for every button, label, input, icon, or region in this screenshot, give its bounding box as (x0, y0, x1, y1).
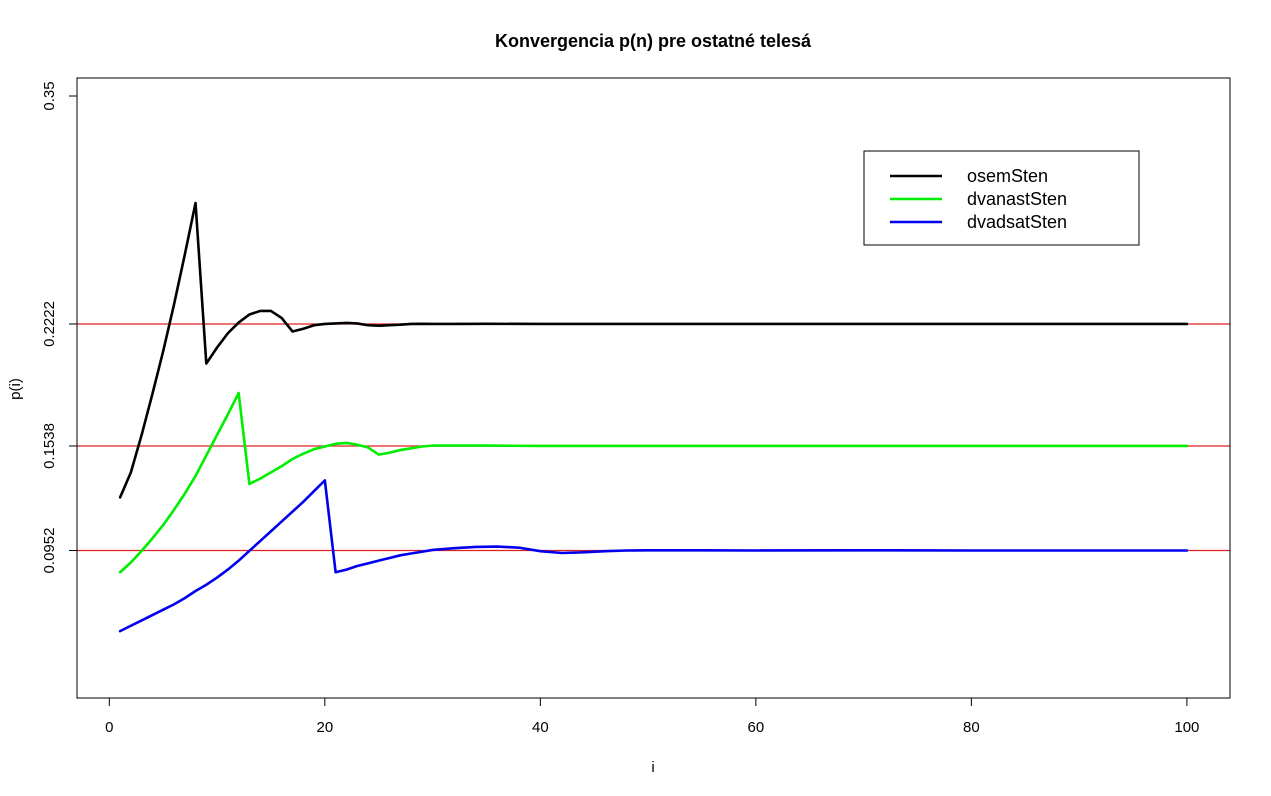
x-tick-label: 40 (532, 719, 549, 736)
series-line-dvadsatSten (118, 479, 1189, 633)
x-tick-label: 0 (105, 719, 113, 736)
y-tick-label: 0.2222 (41, 301, 58, 347)
x-axis: 0 20 40 60 80 100 (105, 697, 1199, 736)
x-tick-label: 80 (963, 719, 980, 736)
y-tick-label: 0.35 (41, 81, 58, 110)
series-line-osemSten (118, 201, 1189, 499)
y-axis-label: p(i) (7, 378, 24, 400)
x-axis-label: i (651, 759, 654, 776)
legend: osemSten dvanastSten dvadsatSten (863, 150, 1140, 246)
y-axis: 0.0952 0.1538 0.2222 0.35 (41, 81, 78, 574)
x-tick-label: 20 (316, 719, 333, 736)
x-tick-label: 100 (1174, 719, 1199, 736)
legend-label-dvadsatSten: dvadsatSten (967, 212, 1067, 232)
series-lines (118, 201, 1189, 633)
series-line-dvanastSten (118, 391, 1189, 574)
legend-label-osemSten: osemSten (967, 166, 1048, 186)
legend-box (863, 150, 1140, 246)
y-tick-label: 0.1538 (41, 423, 58, 469)
x-tick-label: 60 (748, 719, 765, 736)
legend-label-dvanastSten: dvanastSten (967, 189, 1067, 209)
chart-title: Konvergencia p(n) pre ostatné telesá (495, 31, 812, 51)
y-tick-label: 0.0952 (41, 528, 58, 574)
